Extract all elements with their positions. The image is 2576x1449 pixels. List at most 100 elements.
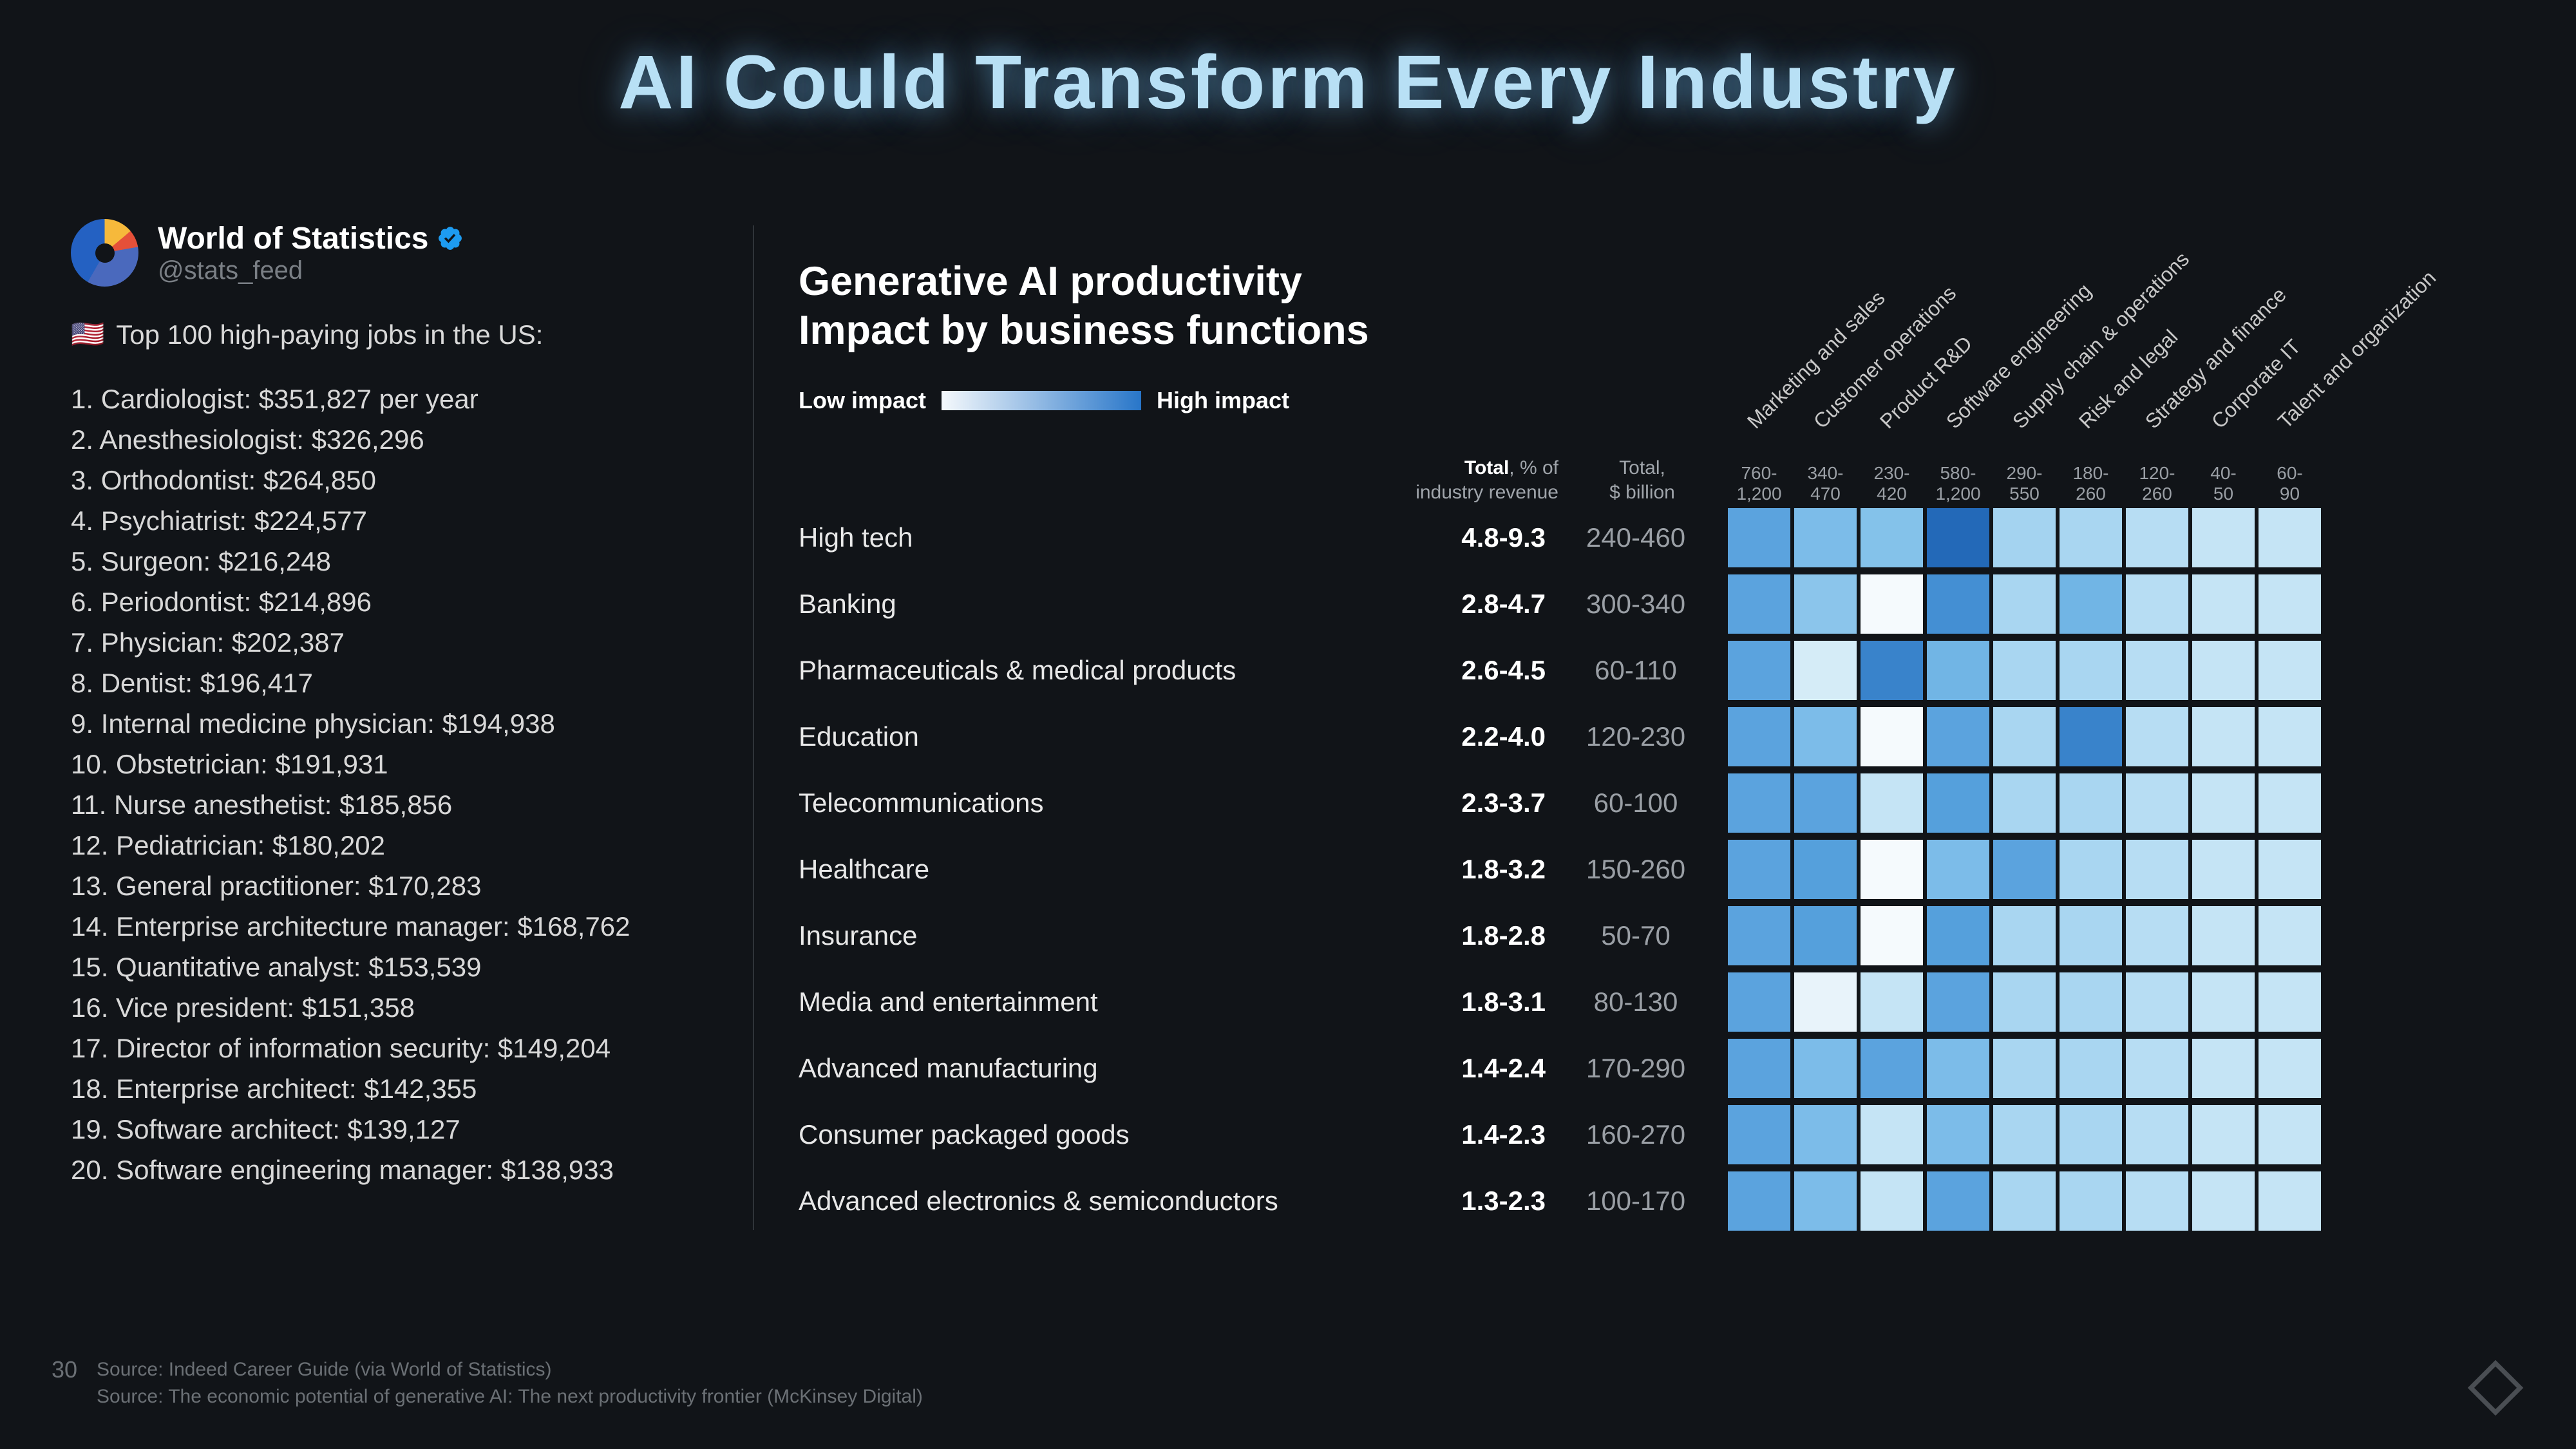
heatmap-cell	[2124, 705, 2190, 768]
heatmap-cell	[2058, 506, 2124, 569]
heatmap-cell	[2257, 705, 2323, 768]
row-total-billion: 100-170	[1558, 1186, 1726, 1217]
heatmap-cell	[1991, 904, 2058, 967]
row-label: Media and entertainment	[799, 987, 1365, 1018]
job-list-item: 10. Obstetrician: $191,931	[71, 744, 728, 784]
heatmap-cell	[1925, 772, 1991, 835]
row-total-pct: 2.8-4.7	[1365, 589, 1558, 620]
heatmap-cell	[2124, 904, 2190, 967]
heatmap-row: Advanced manufacturing1.4-2.4170-290	[799, 1035, 2512, 1101]
profile-name-text: World of Statistics	[158, 221, 429, 256]
column-range: 290-550	[1991, 463, 2058, 504]
legend-high-label: High impact	[1157, 387, 1289, 414]
heatmap-cell	[1991, 838, 2058, 901]
heatmap-cell	[2058, 705, 2124, 768]
heatmap-cell	[2190, 904, 2257, 967]
column-headers: Marketing and salesCustomer operationsPr…	[1726, 272, 2323, 453]
job-list-item: 4. Psychiatrist: $224,577	[71, 500, 728, 541]
heatmap-cell	[1859, 904, 1925, 967]
heatmap-cell	[1859, 971, 1925, 1034]
heatmap-cell	[2058, 971, 2124, 1034]
column-range: 580-1,200	[1925, 463, 1991, 504]
row-total-pct: 1.3-2.3	[1365, 1186, 1558, 1217]
job-list-item: 15. Quantitative analyst: $153,539	[71, 947, 728, 987]
heatmap-cell	[1925, 838, 1991, 901]
right-panel: Generative AI productivity Impact by bus…	[799, 258, 2512, 1234]
heatmap-cell	[2257, 573, 2323, 636]
heatmap-cell	[2124, 971, 2190, 1034]
heatmap-cell	[1792, 1103, 1859, 1166]
heatmap-cell	[2124, 1037, 2190, 1100]
header-total-bil: Total,$ billion	[1558, 456, 1726, 504]
heatmap-cell	[2124, 639, 2190, 702]
heatmap-cell	[1726, 705, 1792, 768]
heatmap-cell	[2190, 838, 2257, 901]
heatmap-cell	[1991, 1103, 2058, 1166]
heatmap-cell	[1859, 705, 1925, 768]
heatmap-cell	[2257, 639, 2323, 702]
column-range: 180-260	[2058, 463, 2124, 504]
heatmap-cell	[1859, 1103, 1925, 1166]
row-label: Banking	[799, 589, 1365, 620]
heatmap-cell	[1859, 1170, 1925, 1233]
heatmap-cell	[2190, 1103, 2257, 1166]
column-range: 760-1,200	[1726, 463, 1792, 504]
heatmap-cell	[1792, 904, 1859, 967]
heatmap-row: Consumer packaged goods1.4-2.3160-270	[799, 1101, 2512, 1168]
row-total-pct: 1.8-3.1	[1365, 987, 1558, 1018]
heatmap-cell	[2190, 705, 2257, 768]
data-rows: High tech4.8-9.3240-460Banking2.8-4.7300…	[799, 504, 2512, 1234]
job-list-item: 6. Periodontist: $214,896	[71, 582, 728, 622]
profile-name: World of Statistics	[158, 221, 464, 256]
column-range: 340-470	[1792, 463, 1859, 504]
heatmap-cell	[2190, 772, 2257, 835]
row-total-pct: 2.2-4.0	[1365, 721, 1558, 752]
heatmap-cell	[1859, 1037, 1925, 1100]
row-total-billion: 240-460	[1558, 522, 1726, 553]
job-list-item: 5. Surgeon: $216,248	[71, 541, 728, 582]
heatmap-cell	[2190, 1037, 2257, 1100]
column-header: Strategy and finance	[2124, 272, 2190, 453]
heatmap-cell	[1991, 772, 2058, 835]
heatmap-cell	[2257, 1037, 2323, 1100]
heatmap-cell	[1726, 639, 1792, 702]
heatmap-row: Telecommunications2.3-3.760-100	[799, 770, 2512, 836]
footer: 30 Source: Indeed Career Guide (via Worl…	[52, 1356, 923, 1410]
heatmap-cell	[1859, 506, 1925, 569]
row-label: Healthcare	[799, 854, 1365, 885]
heatmap-cell	[2058, 772, 2124, 835]
job-list-item: 8. Dentist: $196,417	[71, 663, 728, 703]
heatmap-cell	[1991, 639, 2058, 702]
heatmap: Marketing and salesCustomer operationsPr…	[799, 433, 2512, 1234]
row-total-pct: 1.4-2.3	[1365, 1119, 1558, 1150]
header-total-pct: Total, % ofindustry revenue	[1365, 456, 1558, 504]
heatmap-cell	[1991, 705, 2058, 768]
heatmap-cell	[1925, 971, 1991, 1034]
heatmap-cell	[1726, 971, 1792, 1034]
row-label: Education	[799, 721, 1365, 752]
heatmap-cell	[1726, 838, 1792, 901]
column-header: Software engineering	[1925, 272, 1991, 453]
job-list-item: 2. Anesthesiologist: $326,296	[71, 419, 728, 460]
heatmap-row: Insurance1.8-2.850-70	[799, 902, 2512, 969]
heatmap-cell	[1991, 573, 2058, 636]
heatmap-cell	[1925, 705, 1991, 768]
job-list-item: 18. Enterprise architect: $142,355	[71, 1068, 728, 1109]
heatmap-cell	[1792, 573, 1859, 636]
job-list-item: 9. Internal medicine physician: $194,938	[71, 703, 728, 744]
heatmap-cell	[1726, 573, 1792, 636]
heatmap-cell	[1859, 639, 1925, 702]
job-list-item: 11. Nurse anesthetist: $185,856	[71, 784, 728, 825]
heatmap-cell	[1792, 1170, 1859, 1233]
heatmap-cell	[2124, 772, 2190, 835]
row-total-billion: 80-130	[1558, 987, 1726, 1018]
profile-handle: @stats_feed	[158, 256, 464, 285]
heatmap-cell	[2257, 1103, 2323, 1166]
heatmap-cell	[2257, 971, 2323, 1034]
row-label: Pharmaceuticals & medical products	[799, 655, 1365, 686]
heatmap-cell	[2124, 506, 2190, 569]
heatmap-cell	[2257, 1170, 2323, 1233]
heatmap-cell	[1859, 573, 1925, 636]
heatmap-cell	[2058, 1037, 2124, 1100]
heatmap-row: Banking2.8-4.7300-340	[799, 571, 2512, 637]
